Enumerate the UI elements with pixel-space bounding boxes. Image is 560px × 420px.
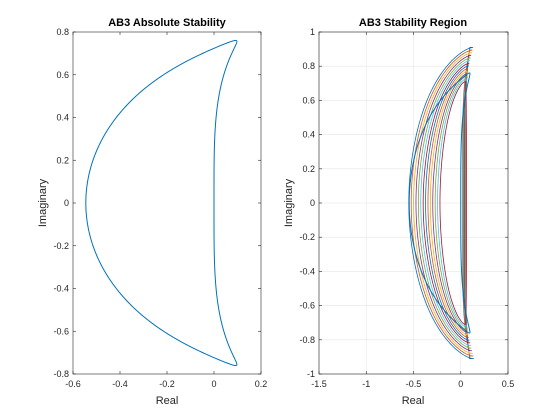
y-tick-label: 0.6 (302, 95, 315, 105)
x-tick-label: 0.5 (502, 379, 515, 389)
y-tick-label: 0.2 (56, 155, 69, 165)
y-tick-label: -0.6 (53, 326, 69, 336)
x-tick-label: -0.2 (159, 379, 175, 389)
x-axis-label: Real (402, 395, 425, 407)
y-tick-label: 0 (310, 198, 315, 208)
y-tick-label: 0.6 (56, 70, 69, 80)
x-tick-label: 0.2 (255, 379, 268, 389)
x-tick-label: -1.5 (311, 379, 327, 389)
x-tick-label: 0 (458, 379, 463, 389)
tick-group: -0.6 -0.4 -0.2 0 0.2-0.8-0.6-0.4-0.200.20.40… (53, 27, 267, 389)
y-tick-label: 0.4 (56, 113, 69, 123)
y-tick-label: 0.4 (302, 130, 315, 140)
y-tick-label: -0.2 (53, 241, 69, 251)
x-tick-label: 0 (211, 379, 216, 389)
ab3-boundary-overlay (408, 72, 471, 334)
grid-group (318, 31, 509, 375)
chart-title: AB3 Absolute Stability (108, 17, 226, 29)
y-axis-label: Imaginary (283, 178, 295, 227)
y-tick-label: -0.8 (53, 369, 69, 379)
y-tick-label: 0 (64, 198, 69, 208)
x-tick-label: -0.6 (65, 379, 81, 389)
x-tick-label: -0.4 (112, 379, 128, 389)
y-tick-label: -0.2 (299, 232, 315, 242)
chart-title: AB3 Stability Region (359, 17, 467, 29)
curve-group (85, 39, 238, 367)
y-tick-label: 0.2 (302, 164, 315, 174)
x-tick-label: -1 (362, 379, 370, 389)
y-tick-label: 0.8 (302, 61, 315, 71)
y-tick-label: 0.8 (56, 27, 69, 37)
y-tick-label: -0.4 (53, 284, 69, 294)
stability-boundary-curve (85, 39, 238, 367)
plot-frame (72, 31, 262, 375)
y-tick-label: -1 (307, 369, 315, 379)
stability-contour-14 (439, 81, 467, 325)
x-axis-label: Real (156, 395, 179, 407)
y-tick-label: -0.8 (299, 335, 315, 345)
curve-group (408, 46, 474, 360)
tick-group: -1.5 -1 -0.5 0 0.5-1-0.8-0.6-0.4-0.200.20.40… (299, 27, 514, 389)
y-tick-label: -0.4 (299, 266, 315, 276)
y-tick-label: 1 (310, 27, 315, 37)
axes-absolute-stability: AB3 Absolute Stability -0.6 -0.4 -0.2 0 0.2 -… (37, 17, 267, 407)
x-tick-label: -0.5 (406, 379, 422, 389)
y-tick-label: -0.6 (299, 301, 315, 311)
axes-stability-region: AB3 Stability Region -1.5 -1 -0.5 0 0.5-1-0.… (283, 17, 514, 407)
y-axis-label: Imaginary (37, 178, 49, 227)
